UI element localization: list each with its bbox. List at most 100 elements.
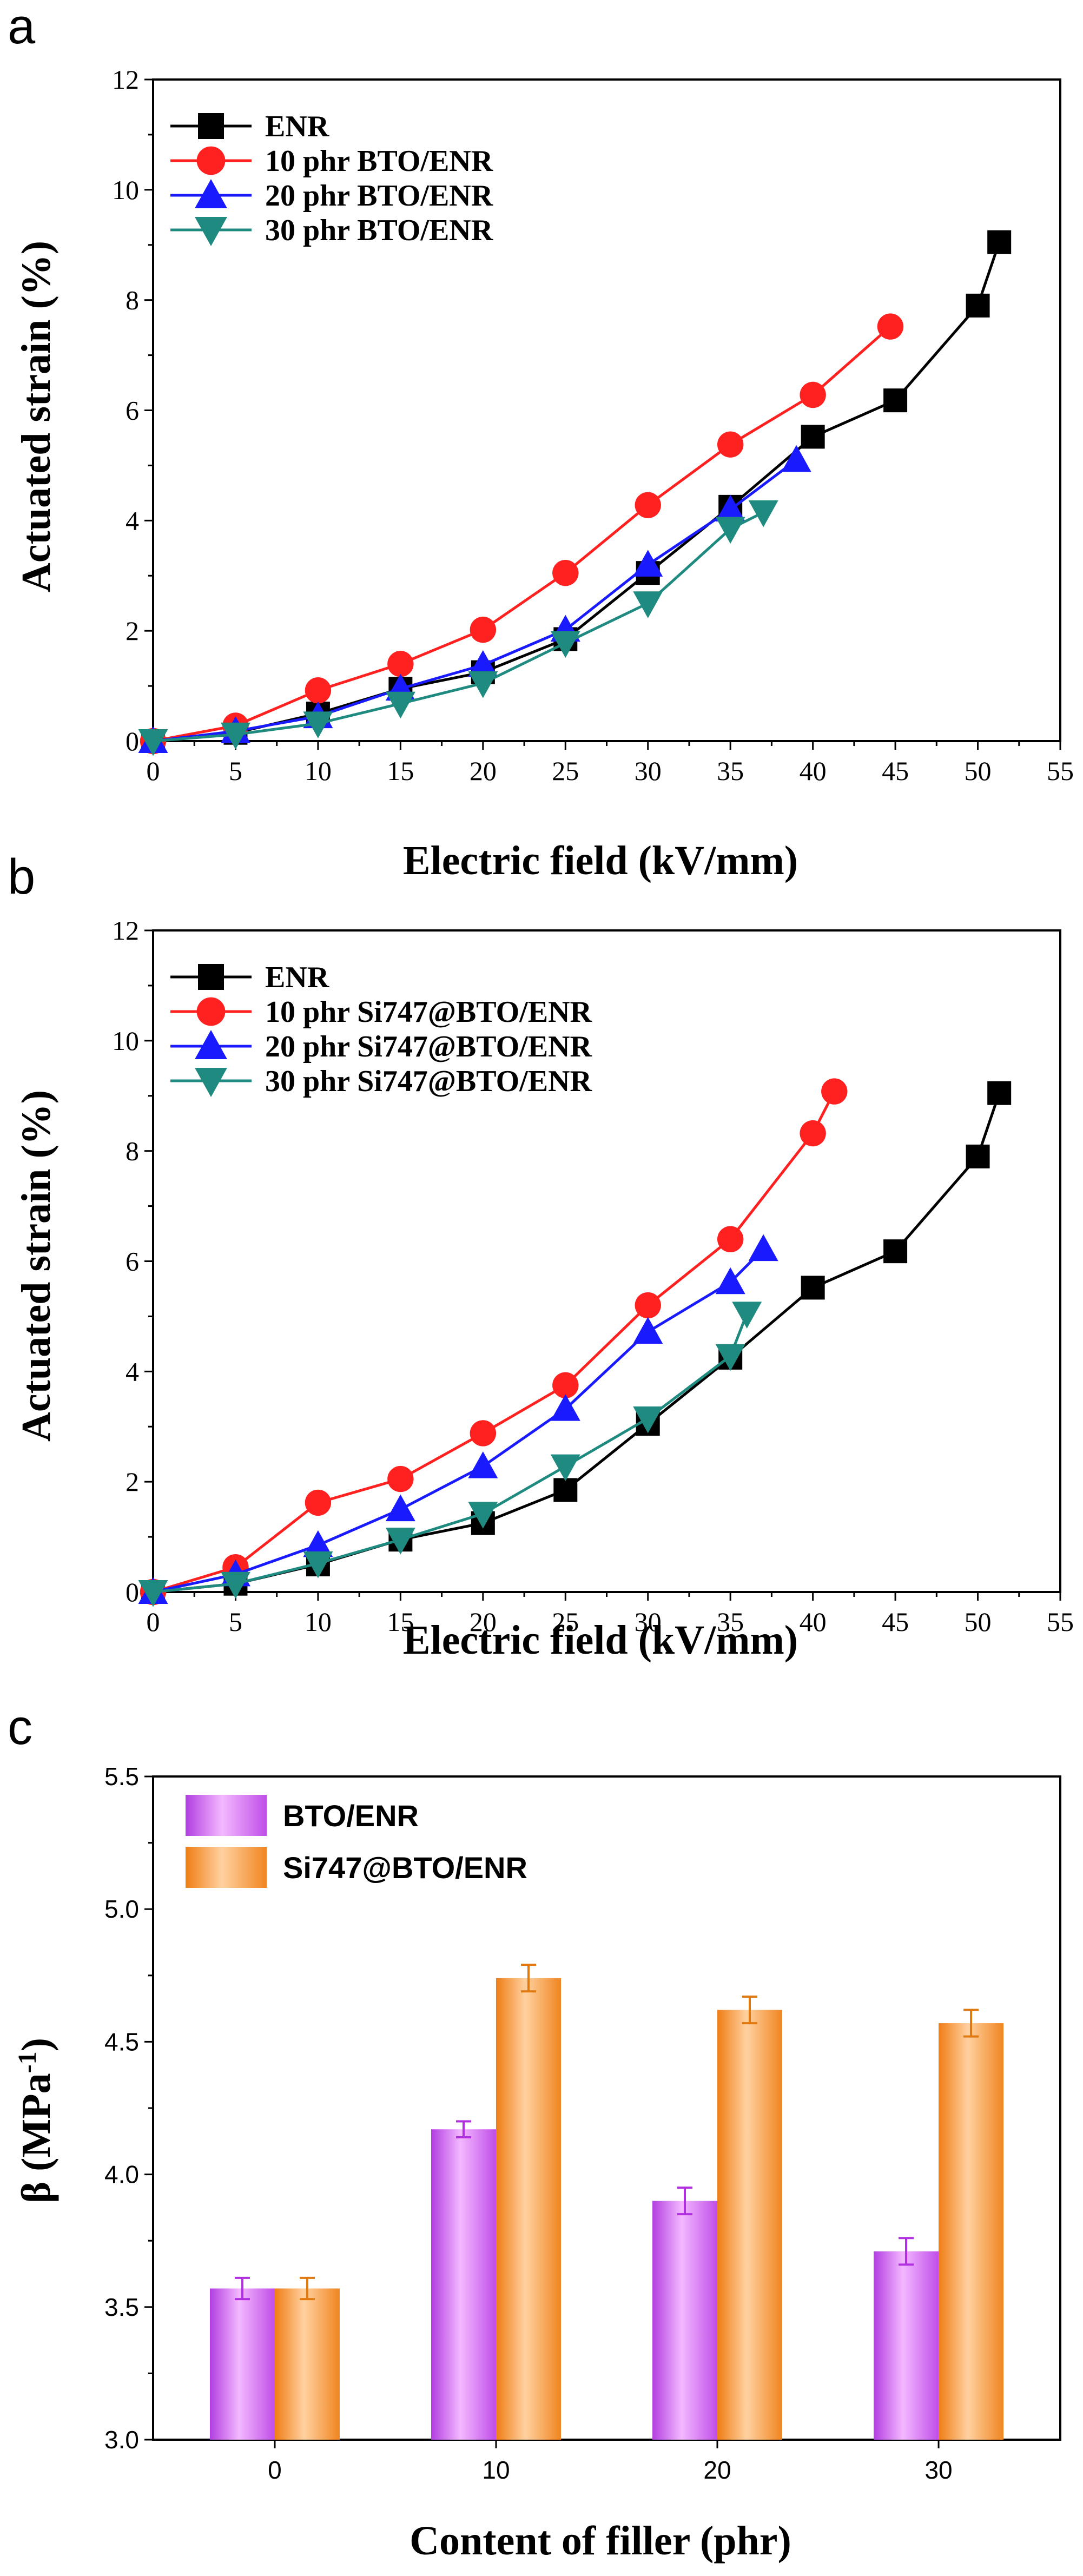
chart-c-bar-1 bbox=[939, 2023, 1004, 2440]
chart-b-series-2-point bbox=[550, 1394, 580, 1421]
chart-a-series-0-point bbox=[883, 388, 908, 413]
chart-b-series-0-line bbox=[153, 1092, 1001, 1594]
chart-c-legend-label-0: BTO/ENR bbox=[283, 1799, 419, 1833]
chart-a-series-1-point bbox=[800, 381, 826, 408]
chart-b-series-1-point bbox=[717, 1226, 744, 1252]
chart-b-series-3-point bbox=[633, 1406, 663, 1434]
chart-b-series-3-point bbox=[385, 1528, 415, 1555]
chart-a-series-1-point bbox=[387, 651, 414, 677]
chart-b-xtick-label: 20 bbox=[470, 1607, 497, 1637]
chart-a-series-2-point bbox=[781, 445, 811, 472]
chart-a-ytick-label: 12 bbox=[112, 64, 139, 95]
chart-a-series-3-point bbox=[748, 500, 778, 527]
chart-c-ytick-label: 4.5 bbox=[104, 2027, 139, 2056]
chart-b-series-0-point bbox=[553, 1478, 578, 1502]
chart-b-series-3-point bbox=[303, 1551, 333, 1578]
chart-b-series-2-point bbox=[303, 1530, 333, 1557]
chart-b-series-2-point bbox=[633, 1317, 663, 1344]
chart-a-ytick-label: 6 bbox=[126, 395, 139, 426]
chart-b-series-1-point bbox=[821, 1078, 848, 1105]
chart-a-series-0-point bbox=[801, 425, 825, 449]
chart-b-xtick-label: 10 bbox=[305, 1607, 332, 1637]
chart-a-series-1-line bbox=[153, 325, 892, 743]
chart-b-xtick-label: 40 bbox=[800, 1607, 827, 1637]
chart-c-ylabel-sup: -1 bbox=[13, 2051, 42, 2073]
panel-letter-b: b bbox=[8, 849, 35, 904]
chart-b-xtick-label: 15 bbox=[387, 1607, 414, 1637]
chart-a-xtick-label: 45 bbox=[882, 756, 909, 786]
chart-b-series-1-point bbox=[800, 1120, 826, 1147]
chart-a-xtick-label: 10 bbox=[305, 756, 332, 786]
chart-a-ytick-label: 2 bbox=[126, 616, 139, 646]
chart-a-xtick-label: 30 bbox=[635, 756, 662, 786]
chart-a-legend-label-3: 30 phr BTO/ENR bbox=[265, 214, 493, 247]
chart-a-legend-label-2: 20 phr BTO/ENR bbox=[265, 179, 493, 213]
chart-b-xtick-label: 30 bbox=[635, 1607, 662, 1637]
chart-a-xtick-label: 20 bbox=[470, 756, 497, 786]
chart-c-legend-swatch-1 bbox=[186, 1847, 267, 1888]
chart-c-ytick-label: 4.0 bbox=[104, 2161, 139, 2189]
chart-c-bar-0 bbox=[209, 2288, 275, 2440]
chart-b-xtick-label: 50 bbox=[965, 1607, 992, 1637]
chart-a-ytick-label: 10 bbox=[112, 175, 139, 205]
chart-a-xtick-label: 25 bbox=[552, 756, 579, 786]
chart-c-bar-0 bbox=[874, 2251, 939, 2440]
chart-a-xtick-label: 5 bbox=[229, 756, 242, 786]
chart-c-xtick-label: 30 bbox=[924, 2456, 952, 2484]
chart-a-series-1-point bbox=[717, 431, 744, 458]
chart-a-series-2-line bbox=[153, 459, 797, 743]
chart-a-xtick-label: 35 bbox=[717, 756, 744, 786]
chart-b-series-3-point bbox=[715, 1344, 745, 1371]
chart-c-legend-label-1: Si747@BTO/ENR bbox=[283, 1851, 527, 1885]
chart-a-series-0-line bbox=[153, 241, 1001, 743]
chart-b-series-2-point bbox=[715, 1267, 745, 1294]
chart-b-xtick-label: 35 bbox=[717, 1607, 744, 1637]
chart-a-series-1-point bbox=[552, 559, 579, 586]
chart-a-series-3-point bbox=[138, 729, 168, 756]
chart-c: 3.0 3.5 4.0 4.5 5.0 5.5 0 10 20 30 BTO/ENR Si747@BT… bbox=[13, 1762, 1061, 2564]
chart-a-series-3-line bbox=[153, 511, 764, 743]
chart-a-series-0-point bbox=[987, 230, 1012, 254]
chart-a-xtick-label: 15 bbox=[387, 756, 414, 786]
chart-c-ylabel-main: β (MPa bbox=[14, 2073, 59, 2203]
chart-b-series-3-point bbox=[468, 1502, 498, 1529]
chart-b-xlabel: Electric field (kV/mm) bbox=[403, 1617, 798, 1663]
chart-a-series-2-point bbox=[468, 650, 498, 677]
chart-b-series-1-point bbox=[387, 1465, 414, 1492]
chart-c-bar-0 bbox=[652, 2201, 718, 2440]
chart-b-series-2-point bbox=[468, 1451, 498, 1478]
chart-a-legend-marker-0 bbox=[198, 113, 224, 139]
chart-a-ytick-label: 8 bbox=[126, 285, 139, 315]
chart-b-series-3-point bbox=[732, 1302, 762, 1329]
chart-b-legend-marker-2 bbox=[195, 1030, 227, 1059]
chart-a-series-0-point bbox=[966, 293, 990, 318]
panel-letter-a: a bbox=[8, 0, 36, 54]
chart-c-xtick-label: 10 bbox=[482, 2456, 510, 2484]
chart-a-series-1-point bbox=[305, 677, 332, 704]
chart-a-legend-marker-1 bbox=[196, 146, 226, 175]
chart-a-series-1-point bbox=[470, 616, 497, 643]
chart-b-series-1-point bbox=[552, 1372, 579, 1399]
chart-b-series-1-point bbox=[305, 1489, 332, 1516]
chart-a-ylabel: Actuated strain (%) bbox=[14, 241, 59, 592]
chart-c-xlabel: Content of filler (phr) bbox=[410, 2518, 791, 2564]
chart-b-legend-label-3: 30 phr Si747@BTO/ENR bbox=[265, 1065, 592, 1098]
chart-b-ytick-label: 2 bbox=[126, 1467, 139, 1497]
chart-b-series-1-point bbox=[635, 1292, 661, 1319]
chart-c-ytick-label: 5.5 bbox=[104, 1762, 139, 1791]
chart-c-bar-1 bbox=[274, 2288, 340, 2440]
chart-b-ytick-label: 10 bbox=[112, 1026, 139, 1056]
chart-c-ytick-label: 3.5 bbox=[104, 2293, 139, 2321]
chart-b-xtick-label: 55 bbox=[1047, 1607, 1074, 1637]
chart-c-ylabel: β (MPa-1) bbox=[13, 2038, 59, 2203]
chart-c-ylabel-close: ) bbox=[14, 2038, 59, 2051]
chart-a-xtick-label: 55 bbox=[1047, 756, 1074, 786]
chart-b-ytick-label: 6 bbox=[126, 1246, 139, 1277]
panel-letter-c: c bbox=[8, 1700, 32, 1755]
chart-a-xtick-label: 50 bbox=[965, 756, 992, 786]
chart-a-ytick-label: 4 bbox=[126, 505, 139, 536]
chart-a-series-1-point bbox=[635, 492, 661, 518]
chart-a-legend-marker-2 bbox=[195, 179, 227, 208]
